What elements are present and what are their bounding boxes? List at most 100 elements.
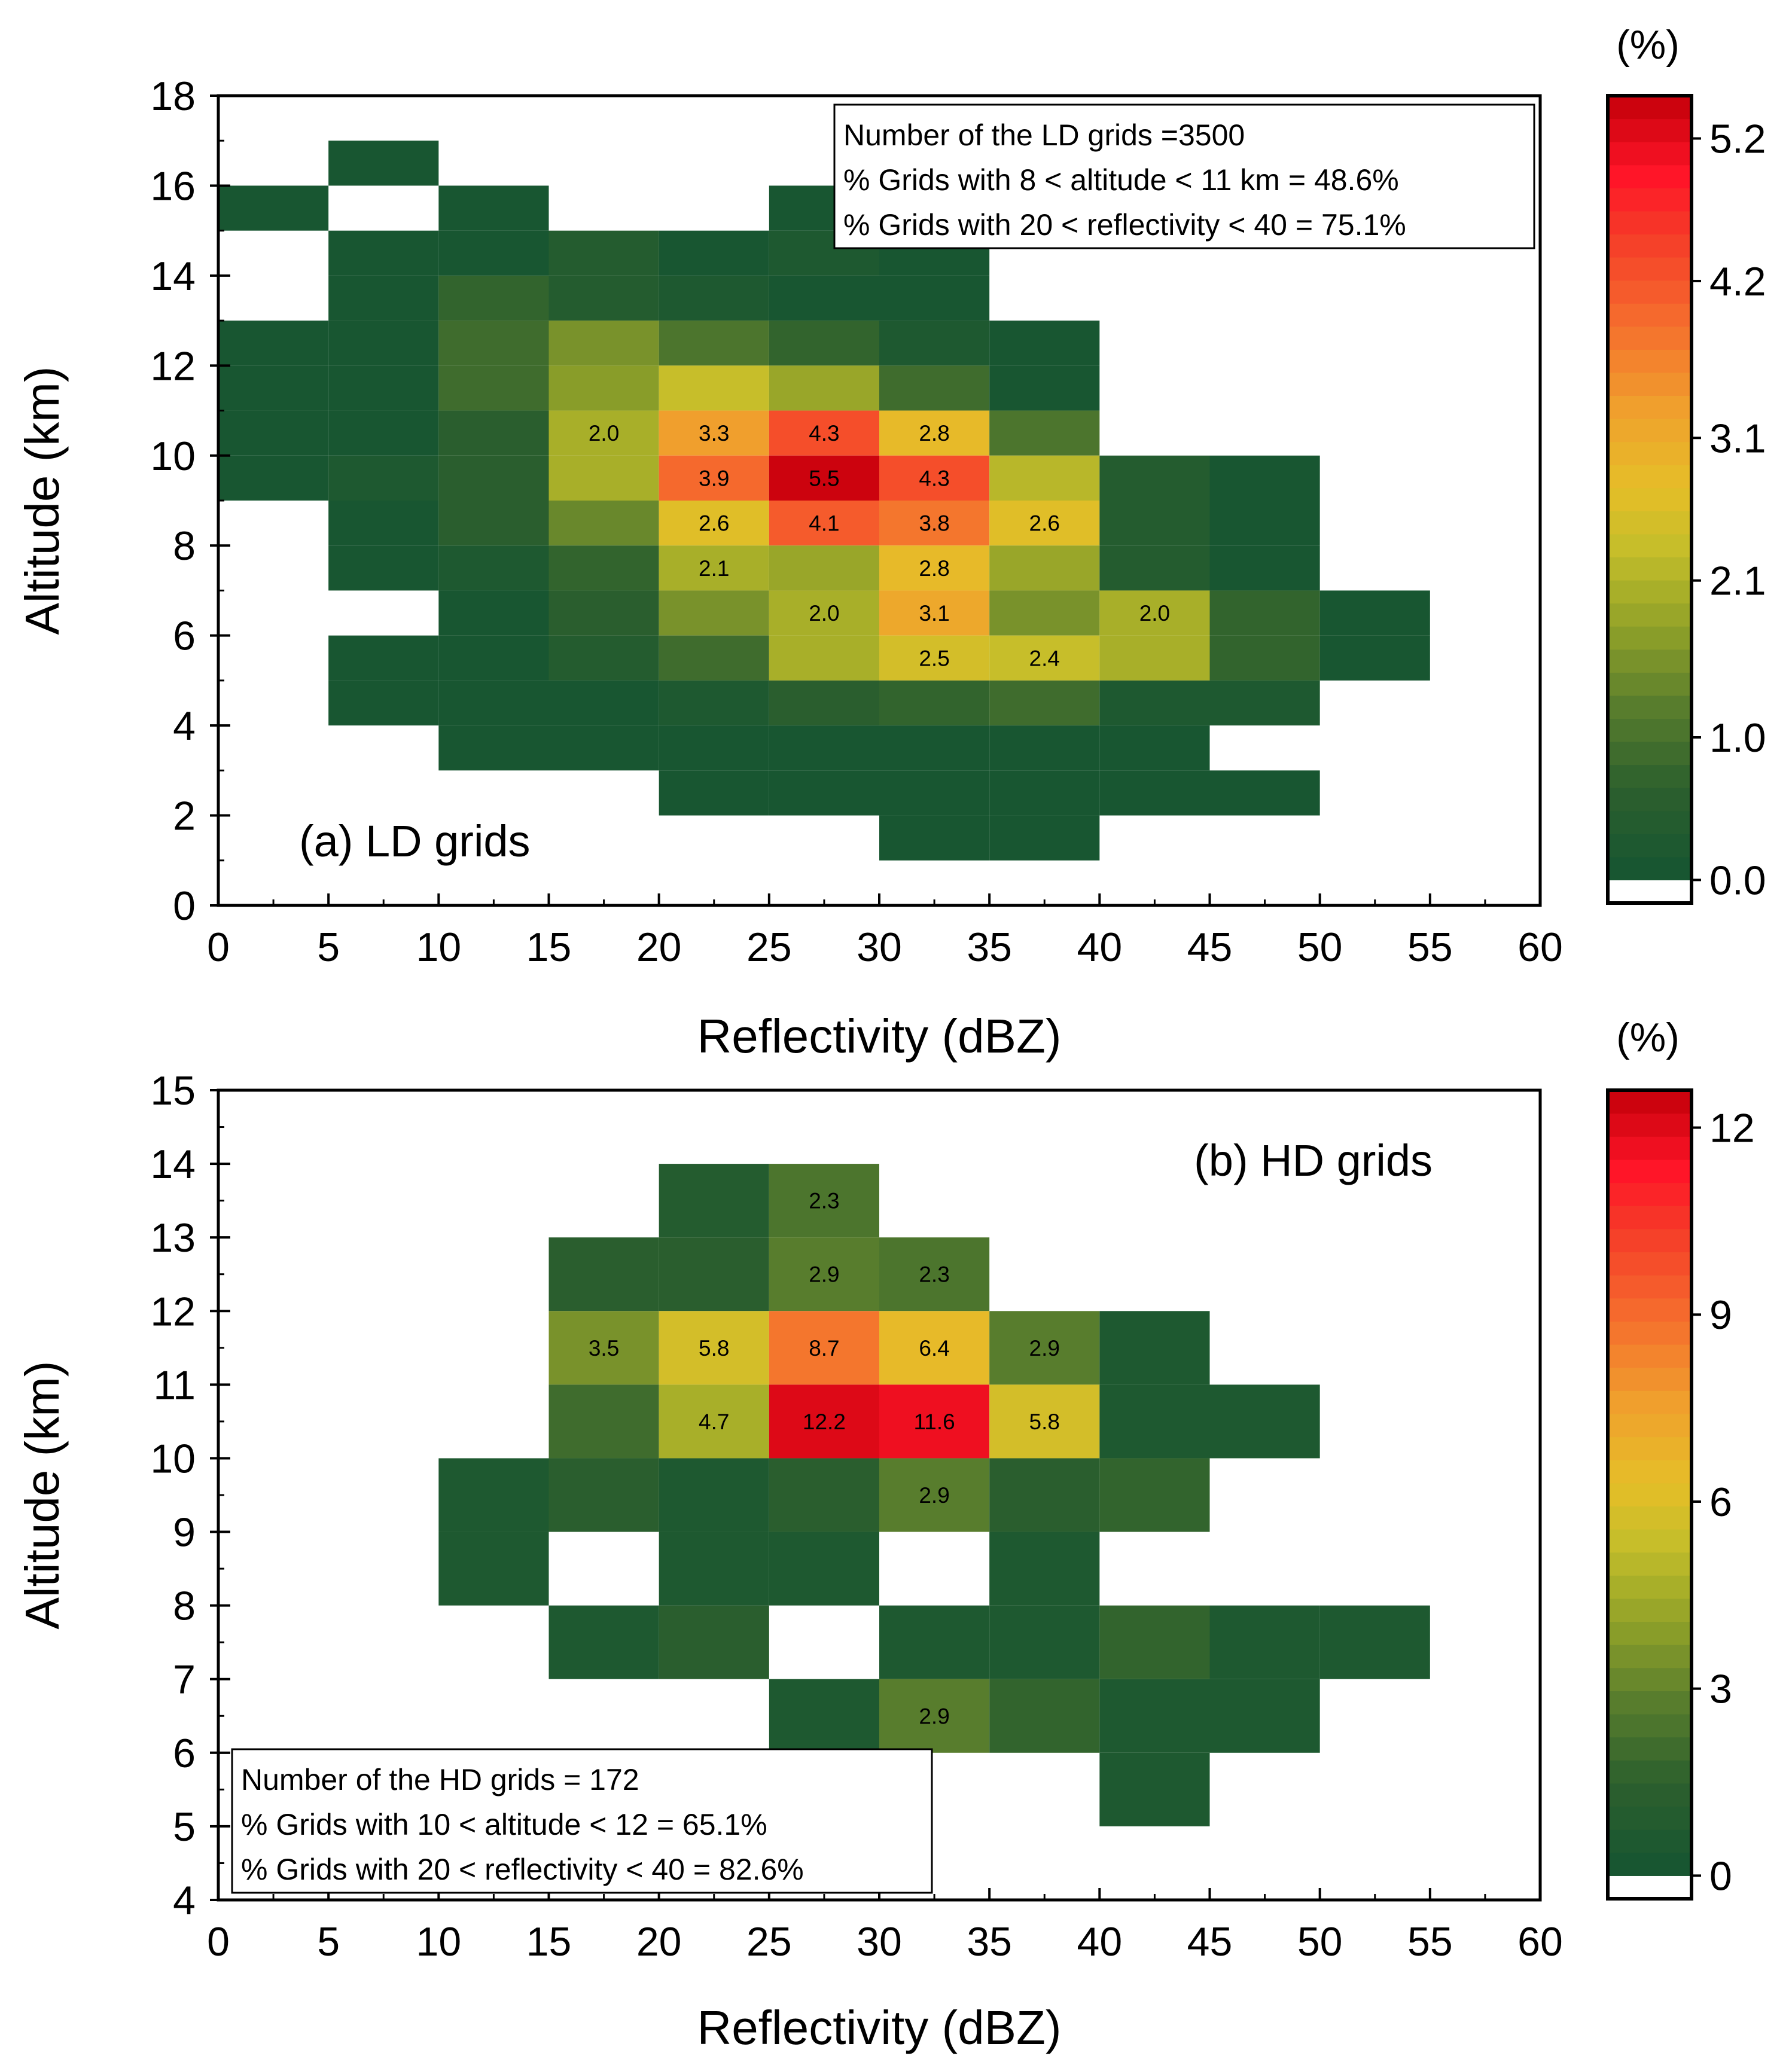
heatmap-cell	[769, 545, 879, 591]
heatmap-cell	[218, 185, 329, 231]
heatmap-cell	[879, 410, 990, 456]
cell-value-label: 3.9	[699, 466, 729, 490]
y-tick-label: 0	[173, 883, 196, 929]
heatmap-cell	[989, 1311, 1100, 1385]
heatmap-cell	[328, 141, 439, 186]
x-tick-label: 5	[317, 925, 340, 970]
heatmap-cells-a: 2.0 3.3 4.3 2.8 3.9 5.5 4.3 2.6 4.1 3.8 2.6 2.1 2.8 2…	[218, 141, 1430, 861]
colorbar-ticks-b: 0 3 6 9 12	[1692, 1106, 1755, 1899]
x-tick-label: 20	[636, 1919, 682, 1965]
colorbar-swatch	[1608, 880, 1692, 903]
cell-value-label: 2.0	[1139, 601, 1170, 626]
axis-ticks-a: 0 5 10 15 20 25 30 35 40 45 50 55 60 0 2 4 6 8 10 12 14 16 18	[150, 74, 1562, 970]
info-line: Number of the HD grids = 172	[241, 1763, 639, 1796]
heatmap-cell	[879, 1605, 990, 1679]
y-axis-label-b: Altitude (km)	[16, 1361, 69, 1630]
colorbar-swatch	[1608, 1159, 1692, 1183]
heatmap-cell	[438, 185, 549, 231]
heatmap-cell	[548, 230, 659, 276]
panel-label-b: (b) HD grids	[1194, 1136, 1433, 1185]
y-tick-label: 10	[150, 1436, 196, 1481]
heatmap-cell	[1209, 1384, 1320, 1459]
cell-value-label: 6.4	[919, 1336, 949, 1361]
colorbar-tick-label: 3	[1709, 1667, 1732, 1712]
x-tick-label: 45	[1187, 1919, 1233, 1965]
cell-value-label: 3.5	[589, 1336, 619, 1361]
heatmap-cell	[769, 1384, 879, 1459]
colorbar-a: (%) 0.0 1.0 2.1 3.1 4.2 5.2	[1606, 22, 1766, 905]
info-line: % Grids with 20 < reflectivity < 40 = 75…	[843, 208, 1406, 242]
heatmap-cell	[879, 321, 990, 366]
colorbar-swatch	[1608, 1575, 1692, 1599]
heatmap-cell	[1209, 590, 1320, 636]
heatmap-cell	[879, 635, 990, 681]
x-tick-label: 30	[857, 925, 902, 970]
colorbar-tick-label: 12	[1709, 1106, 1755, 1151]
cell-value-label: 4.7	[699, 1410, 729, 1434]
heatmap-cell	[1319, 590, 1430, 636]
cell-value-label: 2.9	[809, 1262, 839, 1287]
colorbar-swatch	[1608, 1806, 1692, 1830]
heatmap-cell	[769, 321, 879, 366]
x-tick-label: 25	[746, 1919, 792, 1965]
heatmap-cell	[1209, 501, 1320, 546]
colorbar-unit-b: (%)	[1616, 1015, 1680, 1060]
colorbar-swatch	[1608, 303, 1692, 327]
x-tick-label: 60	[1517, 1919, 1563, 1965]
y-tick-label: 8	[173, 523, 196, 569]
y-tick-label: 6	[173, 614, 196, 659]
colorbar-swatch	[1608, 326, 1692, 350]
heatmap-cell	[659, 725, 769, 771]
heatmap-cell	[659, 501, 769, 546]
colorbar-swatch	[1608, 742, 1692, 765]
heatmap-cell	[879, 545, 990, 591]
y-tick-label: 11	[153, 1362, 196, 1408]
heatmap-cell	[218, 410, 329, 456]
x-tick-label: 55	[1407, 1919, 1453, 1965]
heatmap-cell	[659, 1458, 769, 1532]
cell-value-label: 2.8	[919, 556, 949, 581]
cell-value-label: 4.1	[809, 511, 839, 536]
colorbar-swatch	[1608, 1667, 1692, 1691]
cell-value-label: 2.9	[919, 1483, 949, 1508]
y-tick-label: 12	[150, 1289, 196, 1334]
heatmap-cell	[659, 1605, 769, 1679]
colorbar-swatch	[1608, 1090, 1692, 1114]
heatmap-cell	[438, 501, 549, 546]
heatmap-cell	[548, 365, 659, 411]
panel-label-a: (a) LD grids	[299, 816, 531, 866]
x-tick-label: 40	[1077, 925, 1123, 970]
heatmap-cell	[769, 410, 879, 456]
heatmap-cell	[1099, 1605, 1210, 1679]
heatmap-cell	[548, 680, 659, 726]
colorbar-swatch	[1608, 1436, 1692, 1460]
colorbar-swatch	[1608, 164, 1692, 188]
x-tick-label: 0	[207, 925, 230, 970]
x-tick-label: 10	[416, 1919, 462, 1965]
x-tick-label: 25	[746, 925, 792, 970]
heatmap-cell	[769, 1164, 879, 1238]
colorbar-swatch	[1608, 580, 1692, 604]
colorbar-swatch	[1608, 349, 1692, 373]
heatmap-cell	[989, 590, 1100, 636]
cell-value-label: 5.8	[699, 1336, 729, 1361]
heatmap-cell	[548, 455, 659, 501]
heatmap-cell	[989, 680, 1100, 726]
colorbar-swatch	[1608, 1136, 1692, 1160]
heatmap-cell	[769, 1679, 879, 1753]
colorbar-frame-b	[1606, 1088, 1693, 1901]
heatmap-cell	[989, 1605, 1100, 1679]
x-tick-label: 45	[1187, 925, 1233, 970]
heatmap-cell	[989, 635, 1100, 681]
cell-value-label: 2.3	[919, 1262, 949, 1287]
heatmap-cell	[879, 275, 990, 321]
heatmap-cell	[438, 545, 549, 591]
heatmap-cell	[548, 410, 659, 456]
heatmap-cell	[548, 1458, 659, 1532]
heatmap-cell	[1209, 1605, 1320, 1679]
heatmap-cell	[989, 410, 1100, 456]
heatmap-cell	[989, 1458, 1100, 1532]
heatmap-cell	[1099, 1458, 1210, 1532]
heatmap-cell	[989, 365, 1100, 411]
